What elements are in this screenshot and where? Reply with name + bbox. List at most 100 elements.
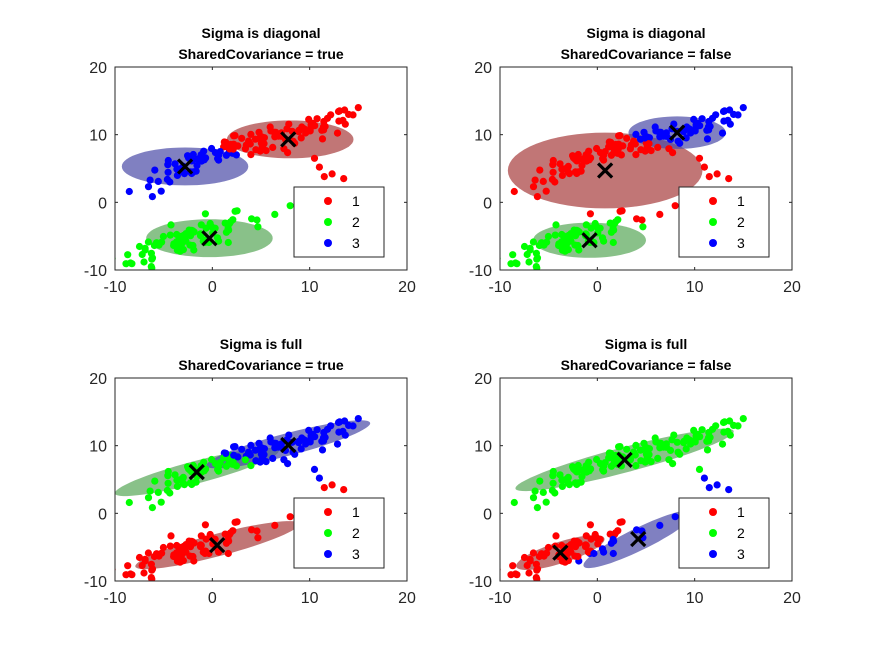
data-point-cluster-1 — [638, 216, 646, 224]
data-point-cluster-2 — [706, 433, 714, 441]
y-tick-label: -10 — [84, 263, 107, 280]
data-point-cluster-1 — [565, 548, 573, 556]
legend-label: 1 — [352, 193, 360, 209]
data-point-cluster-3 — [157, 187, 165, 195]
data-point-cluster-1 — [507, 571, 515, 579]
data-point-cluster-2 — [578, 472, 586, 480]
data-point-cluster-1 — [725, 175, 733, 183]
x-tick-label: -10 — [103, 590, 126, 607]
data-point-cluster-2 — [561, 247, 569, 255]
data-point-cluster-2 — [128, 260, 136, 268]
data-point-cluster-2 — [159, 232, 167, 241]
centroid-marker — [188, 463, 205, 481]
x-tick-label: 0 — [208, 590, 217, 607]
data-point-cluster-1 — [612, 529, 620, 537]
data-point-cluster-1 — [295, 126, 303, 134]
data-point-cluster-1 — [147, 560, 155, 568]
data-point-cluster-1 — [248, 526, 256, 534]
y-tick-label: 20 — [474, 60, 492, 77]
data-point-cluster-3 — [154, 177, 162, 185]
data-point-cluster-1 — [153, 550, 161, 558]
data-point-cluster-3 — [280, 456, 288, 464]
data-point-cluster-3 — [125, 187, 133, 196]
legend: 1 2 3 — [678, 497, 770, 569]
data-point-cluster-2 — [533, 504, 542, 512]
x-tick-label: 10 — [686, 279, 704, 296]
data-point-cluster-3 — [148, 193, 156, 201]
data-point-cluster-3 — [306, 438, 314, 446]
data-point-cluster-2 — [609, 238, 617, 247]
data-point-cluster-2 — [176, 476, 184, 484]
data-point-cluster-2 — [124, 251, 132, 259]
data-point-cluster-2 — [542, 498, 550, 506]
data-point-cluster-1 — [529, 183, 538, 191]
data-point-cluster-3 — [151, 166, 159, 174]
data-point-cluster-3 — [590, 549, 598, 558]
data-point-cluster-1 — [354, 104, 362, 112]
data-point-cluster-1 — [173, 549, 181, 557]
data-point-cluster-2 — [148, 255, 156, 263]
data-point-cluster-2 — [222, 462, 230, 470]
x-tick-label: -10 — [488, 279, 511, 296]
data-point-cluster-3 — [222, 151, 230, 159]
data-point-cluster-3 — [676, 139, 684, 147]
x-tick-label: 0 — [208, 279, 217, 296]
axes-box — [114, 66, 408, 271]
data-point-cluster-2 — [153, 239, 161, 247]
data-point-cluster-1 — [574, 150, 582, 159]
data-point-cluster-1 — [140, 569, 148, 577]
data-point-cluster-1 — [254, 534, 262, 542]
data-point-cluster-1 — [320, 484, 328, 492]
data-point-cluster-1 — [340, 486, 348, 494]
data-point-cluster-1 — [148, 566, 156, 574]
x-tick-label: 0 — [593, 590, 602, 607]
data-point-cluster-1 — [230, 132, 238, 140]
data-point-cluster-1 — [617, 151, 626, 159]
data-point-cluster-1 — [616, 207, 624, 215]
data-point-cluster-2 — [551, 231, 559, 239]
legend-marker — [324, 508, 332, 516]
data-point-cluster-2 — [271, 210, 279, 218]
data-point-cluster-1 — [167, 532, 175, 540]
legend-marker — [709, 218, 717, 226]
data-point-cluster-1 — [335, 117, 343, 125]
data-point-cluster-1 — [641, 147, 649, 155]
legend: 1 2 3 — [678, 186, 770, 258]
centroid-marker — [669, 124, 686, 141]
data-point-cluster-3 — [309, 430, 317, 438]
data-point-cluster-2 — [600, 237, 608, 245]
data-point-cluster-1 — [582, 532, 590, 540]
legend-marker — [709, 550, 717, 558]
data-point-cluster-1 — [695, 154, 704, 162]
data-point-cluster-2 — [703, 446, 712, 454]
data-point-cluster-2 — [180, 237, 188, 245]
axes-box — [499, 377, 793, 582]
data-point-cluster-2 — [186, 241, 194, 249]
legend-box — [293, 186, 385, 258]
data-point-cluster-3 — [354, 415, 362, 423]
centroid-marker — [280, 131, 297, 148]
data-point-cluster-2 — [720, 428, 728, 436]
data-point-cluster-3 — [318, 446, 327, 454]
legend-label: 2 — [737, 525, 745, 541]
data-point-cluster-3 — [232, 151, 240, 159]
data-point-cluster-2 — [536, 477, 544, 485]
data-point-cluster-3 — [633, 526, 641, 534]
data-point-cluster-2 — [558, 230, 566, 239]
data-point-cluster-2 — [141, 246, 149, 254]
data-point-cluster-3 — [146, 176, 154, 184]
data-point-cluster-1 — [166, 542, 174, 550]
data-point-cluster-2 — [147, 249, 155, 257]
data-point-cluster-2 — [666, 446, 675, 454]
data-point-cluster-1 — [531, 176, 539, 184]
data-point-cluster-2 — [532, 249, 541, 257]
legend-marker — [324, 529, 332, 537]
data-point-cluster-2 — [224, 224, 232, 232]
data-point-cluster-3 — [703, 135, 712, 143]
x-tick-label: 10 — [301, 279, 319, 296]
y-tick-label: 20 — [89, 371, 107, 388]
data-point-cluster-2 — [215, 467, 223, 475]
data-point-cluster-3 — [247, 441, 255, 449]
data-point-cluster-2 — [232, 462, 240, 470]
